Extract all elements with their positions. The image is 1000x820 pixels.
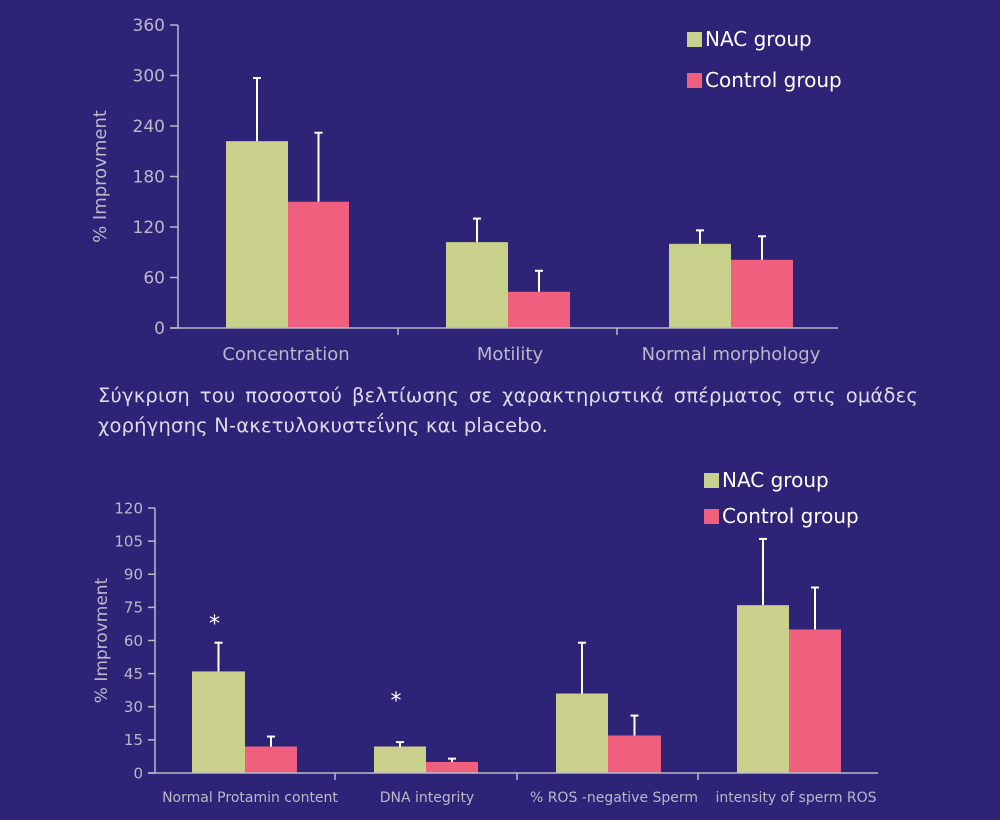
bar-nac	[226, 141, 288, 328]
legend-swatch	[704, 509, 719, 524]
x-tick-label: Concentration	[222, 344, 349, 365]
bar-nac	[737, 605, 789, 773]
x-tick-label: Normal morphology	[642, 344, 821, 365]
y-tick-label: 0	[133, 764, 143, 782]
bar-control	[288, 201, 349, 328]
x-tick-label: DNA integrity	[380, 790, 474, 806]
y-tick-label: 240	[133, 117, 165, 137]
y-tick-label: 360	[133, 16, 165, 36]
bar-nac	[556, 693, 608, 773]
legend-swatch	[687, 73, 702, 88]
y-tick-label: 0	[154, 319, 165, 339]
legend-label: NAC group	[705, 27, 812, 51]
legend-label: Control group	[705, 68, 842, 92]
x-tick-label: Normal Protamin content	[162, 790, 338, 806]
chart-2: 0 15 30 45 60 75 90 105 120 % Improvment Normal Pr…	[92, 468, 878, 806]
chart-1: 0 60 120 180 240 300 360 % Improvment Concentrat…	[90, 16, 842, 365]
y-tick-label: 30	[124, 698, 143, 716]
legend-label: Control group	[722, 504, 859, 528]
significance-asterisk: *	[391, 689, 402, 714]
significance-asterisk: *	[209, 612, 220, 637]
y-tick-label: 120	[133, 218, 165, 238]
y-tick-label: 300	[133, 66, 165, 86]
bar-nac	[669, 243, 731, 328]
y-tick-label: 180	[133, 167, 165, 187]
legend-swatch	[687, 32, 702, 47]
legend-swatch	[704, 473, 719, 488]
x-tick-label: intensity of sperm ROS	[715, 790, 876, 806]
bar-nac	[374, 746, 426, 773]
y-tick-label: 15	[124, 731, 143, 749]
figure-caption: Σύγκριση του ποσοστού βελτίωσης σε χαρακ…	[98, 384, 918, 437]
x-tick-label: Motility	[477, 344, 544, 365]
bar-control	[608, 735, 661, 773]
y-tick-label: 75	[124, 599, 143, 617]
bar-nac	[192, 671, 245, 773]
legend-label: NAC group	[722, 468, 829, 492]
y-tick-label: 60	[124, 632, 143, 650]
bar-control	[245, 746, 297, 773]
y-axis-label: % Improvment	[90, 110, 111, 243]
bar-control	[789, 629, 841, 773]
y-axis-label: % Improvment	[92, 577, 112, 703]
y-tick-label: 60	[143, 268, 165, 288]
y-tick-label: 90	[124, 566, 143, 584]
bar-control	[508, 291, 570, 328]
y-tick-label: 45	[124, 665, 143, 683]
x-tick-label: % ROS -negative Sperm	[530, 790, 698, 806]
y-tick-label: 120	[114, 499, 143, 517]
bar-nac	[446, 242, 508, 328]
y-tick-label: 105	[114, 532, 143, 550]
bar-control	[426, 761, 478, 773]
bar-control	[731, 259, 793, 328]
